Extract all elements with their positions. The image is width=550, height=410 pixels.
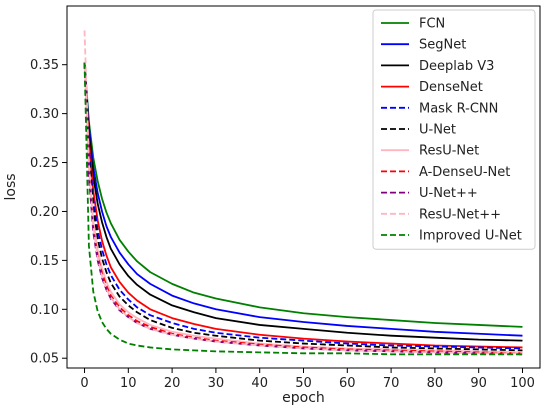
y-tick-label: 0.35: [30, 58, 59, 73]
series-line-5: [83, 62, 523, 352]
x-tick-label: 40: [251, 376, 268, 391]
series-line-3: [83, 62, 523, 349]
legend-label-7: A-DenseU-Net: [419, 165, 510, 180]
x-tick-label: 0: [80, 376, 88, 391]
series-line-4: [83, 62, 523, 350]
series-line-9: [83, 30, 523, 355]
x-tick-label: 10: [120, 376, 137, 391]
x-tick-label: 50: [295, 376, 312, 391]
x-tick-label: 60: [339, 376, 356, 391]
series-line-10: [83, 62, 523, 356]
series-line-0: [83, 62, 523, 328]
x-tick-label: 20: [164, 376, 181, 391]
legend-label-10: Improved U-Net: [419, 229, 522, 244]
y-axis-label: loss: [3, 173, 19, 200]
x-tick-label: 30: [208, 376, 225, 391]
legend-label-5: U-Net: [419, 123, 456, 138]
series-line-2: [83, 62, 523, 342]
legend: FCN SegNet Deeplab V3 DenseNet Mask R-CNN U-N…: [372, 9, 536, 250]
legend-label-3: DenseNet: [419, 80, 483, 95]
y-tick-label: 0.20: [30, 205, 59, 220]
x-tick-label: 90: [470, 376, 487, 391]
legend-label-9: ResU-Net++: [419, 207, 501, 222]
legend-label-6: ResU-Net: [419, 144, 479, 159]
x-tick-label: 100: [510, 376, 535, 391]
legend-label-4: Mask R-CNN: [419, 101, 498, 116]
legend-label-2: Deeplab V3: [419, 59, 494, 74]
series-line-6: [83, 64, 523, 354]
series-line-7: [83, 62, 523, 355]
x-axis-label: epoch: [282, 390, 325, 406]
legend-label-0: FCN: [419, 17, 445, 32]
y-tick-label: 0.10: [30, 303, 59, 318]
series-layer: [83, 30, 523, 356]
x-tick-label: 80: [427, 376, 444, 391]
x-axis-ticks: 0 10 20 30 40 50 60 70 80 90 100: [80, 368, 535, 391]
y-axis-ticks: 0.05 0.10 0.15 0.20 0.25 0.30 0.35: [30, 58, 67, 367]
legend-box: [372, 9, 536, 250]
y-tick-label: 0.05: [30, 352, 59, 367]
y-tick-label: 0.15: [30, 254, 59, 269]
series-line-1: [83, 62, 523, 337]
y-tick-label: 0.25: [30, 156, 59, 171]
x-tick-label: 70: [383, 376, 400, 391]
legend-label-1: SegNet: [419, 38, 466, 53]
legend-label-8: U-Net++: [419, 186, 478, 201]
y-tick-label: 0.30: [30, 107, 59, 122]
